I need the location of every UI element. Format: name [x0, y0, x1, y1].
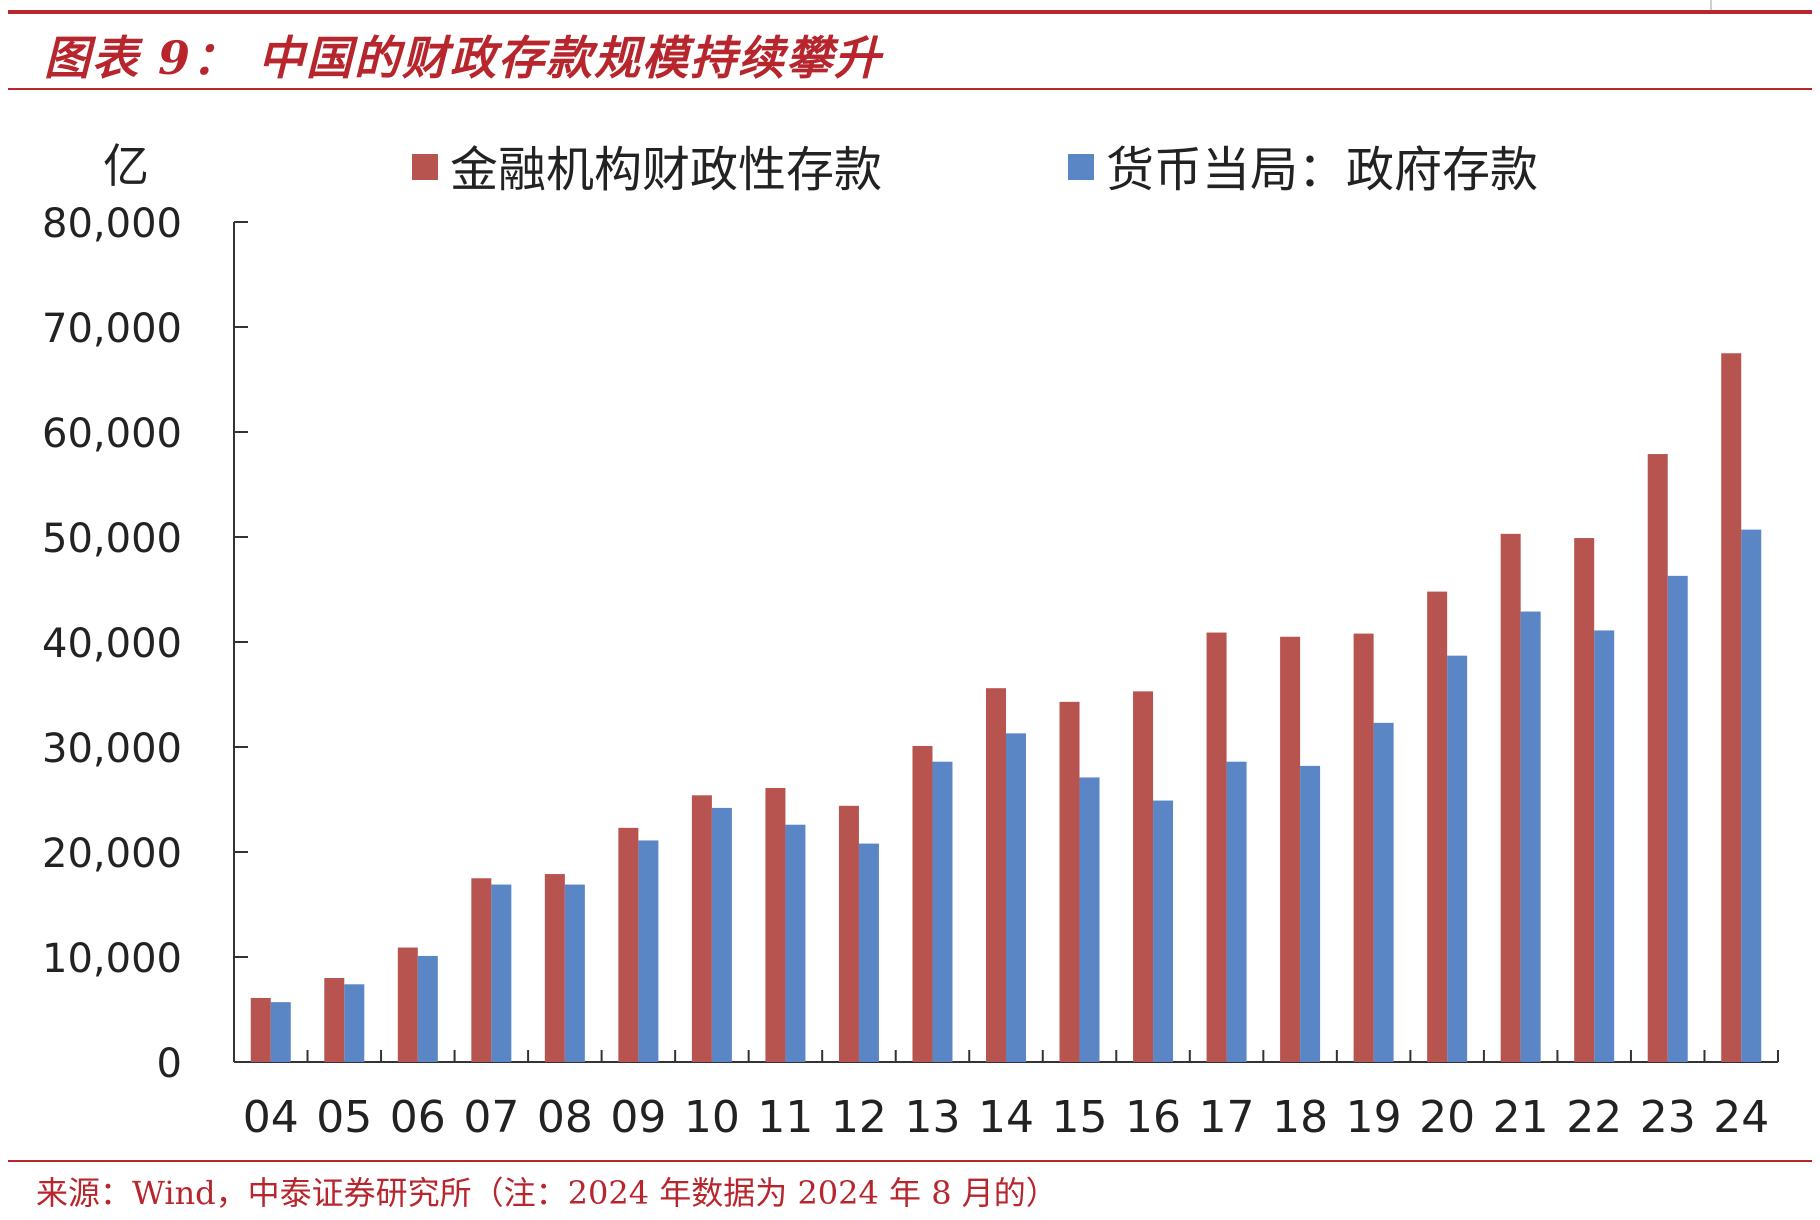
bar-series1-19	[1353, 633, 1374, 1062]
legend-swatch-series2	[1068, 154, 1094, 180]
bar-series2-07	[491, 884, 512, 1062]
bar-series1-04	[250, 997, 271, 1062]
x-tick-label: 08	[537, 1092, 593, 1143]
bar-series1-05	[324, 978, 345, 1062]
bar-series1-22	[1574, 538, 1595, 1062]
x-tick-label: 24	[1713, 1092, 1769, 1143]
y-tick-label: 60,000	[42, 411, 182, 457]
x-tick-label: 12	[831, 1092, 887, 1143]
bars	[250, 353, 1762, 1062]
bar-series2-05	[344, 984, 365, 1062]
bar-series2-12	[858, 843, 879, 1062]
bar-series1-23	[1647, 454, 1668, 1062]
x-tick-label: 11	[757, 1092, 813, 1143]
legend-label-series1: 金融机构财政性存款	[450, 142, 882, 198]
bar-series1-13	[912, 745, 933, 1062]
bar-series2-14	[1006, 733, 1026, 1062]
source-note: 来源：Wind，中泰证券研究所（注：2024 年数据为 2024 年 8 月的）	[36, 1174, 1058, 1212]
bar-series1-06	[397, 947, 418, 1062]
x-tick-label: 17	[1199, 1092, 1255, 1143]
x-tick-label: 15	[1052, 1092, 1108, 1143]
bar-series2-04	[270, 1002, 291, 1062]
x-tick-label: 18	[1272, 1092, 1328, 1143]
x-tick-label: 07	[463, 1092, 519, 1143]
x-tick-label: 22	[1566, 1092, 1622, 1143]
y-axis-unit-label: 亿	[103, 139, 149, 193]
y-tick-label: 0	[157, 1041, 182, 1087]
x-tick-label: 23	[1640, 1092, 1696, 1143]
bar-series2-13	[932, 761, 953, 1062]
x-tick-label: 09	[610, 1092, 666, 1143]
bar-series2-15	[1079, 777, 1100, 1062]
bar-series2-11	[785, 824, 806, 1062]
y-tick-label: 40,000	[42, 621, 182, 667]
bar-series1-18	[1280, 636, 1301, 1062]
bar-series2-16	[1153, 800, 1174, 1062]
y-tick-label: 30,000	[42, 726, 182, 772]
legend: 金融机构财政性存款 货币当局：政府存款	[412, 142, 1538, 198]
bar-series1-24	[1721, 353, 1742, 1062]
bar-series1-07	[471, 878, 492, 1062]
bar-series2-19	[1373, 722, 1394, 1062]
y-tick-label: 70,000	[42, 306, 182, 352]
x-tick-label: 04	[243, 1092, 299, 1143]
x-tick-label: 19	[1346, 1092, 1402, 1143]
x-tick-label: 14	[978, 1092, 1034, 1143]
top-corner-line	[1710, 0, 1712, 10]
bar-series2-10	[711, 807, 732, 1062]
bar-series2-18	[1300, 765, 1321, 1062]
bar-series1-16	[1133, 691, 1154, 1062]
bar-series2-24	[1741, 529, 1762, 1062]
bar-series2-08	[564, 884, 585, 1062]
legend-label-series2: 货币当局：政府存款	[1106, 142, 1538, 198]
bar-series1-21	[1500, 533, 1521, 1062]
bar-series2-06	[417, 955, 438, 1062]
x-tick-label: 05	[316, 1092, 372, 1143]
bar-series1-15	[1059, 701, 1080, 1062]
figure-title: 图表 9： 中国的财政存款规模持续攀升	[44, 31, 883, 85]
bar-series1-14	[986, 688, 1006, 1062]
bar-series1-10	[691, 795, 712, 1062]
x-tick-label: 06	[390, 1092, 446, 1143]
x-tick-label: 10	[684, 1092, 740, 1143]
y-tick-label: 80,000	[42, 201, 182, 247]
x-tick-label: 20	[1419, 1092, 1475, 1143]
bar-series2-23	[1667, 575, 1688, 1062]
x-tick-label: 16	[1125, 1092, 1181, 1143]
x-tick-label: 21	[1493, 1092, 1549, 1143]
bar-series1-08	[544, 874, 565, 1062]
x-tick-label: 13	[904, 1092, 960, 1143]
bar-series1-17	[1206, 632, 1227, 1062]
y-tick-label: 10,000	[42, 936, 182, 982]
y-tick-label: 50,000	[42, 516, 182, 562]
legend-swatch-series1	[412, 154, 438, 180]
bar-series2-21	[1520, 611, 1541, 1062]
x-axis: 04 05 06 07 08 09 10 11 12 13 14 15 16 17 18 19 20 21 22 23…	[233, 1050, 1779, 1143]
bar-series2-17	[1226, 761, 1247, 1062]
bar-series2-22	[1594, 630, 1615, 1062]
y-tick-label: 20,000	[42, 831, 182, 877]
title-rule	[8, 88, 1812, 90]
bar-series1-12	[838, 805, 859, 1062]
bar-series1-20	[1427, 591, 1448, 1062]
top-rule	[8, 10, 1812, 14]
bar-series2-20	[1447, 655, 1468, 1062]
bar-series1-09	[618, 827, 639, 1062]
bar-series2-09	[638, 840, 659, 1062]
y-axis: 0 10,000 20,000 30,000 40,000 50,000 60,000 70,…	[42, 201, 248, 1087]
source-rule	[8, 1160, 1812, 1162]
bar-series1-11	[765, 787, 786, 1062]
